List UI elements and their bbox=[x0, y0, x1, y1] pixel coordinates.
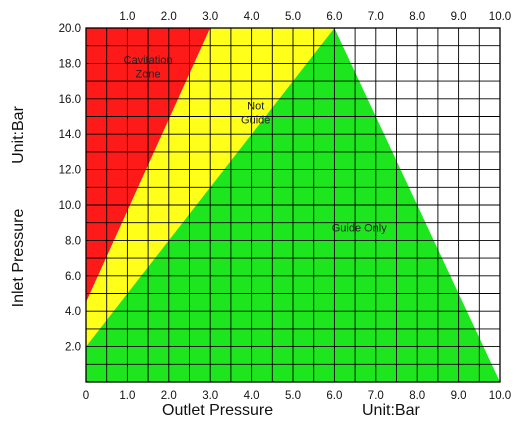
x-tick-label-top: 1.0 bbox=[119, 11, 135, 23]
x-tick-label-top: 5.0 bbox=[285, 11, 301, 23]
x-tick-label-top: 7.0 bbox=[368, 11, 384, 23]
x-tick-label-bottom: 1.0 bbox=[119, 390, 135, 402]
y-tick-label: 18.0 bbox=[59, 58, 81, 70]
zone-label: Not Guide bbox=[241, 100, 270, 126]
x-tick-label-top: 4.0 bbox=[244, 11, 260, 23]
x-tick-label-bottom: 5.0 bbox=[285, 390, 301, 402]
y-tick-label: 12.0 bbox=[59, 165, 81, 177]
x-tick-label-top: 8.0 bbox=[409, 11, 425, 23]
x-tick-label-bottom: 7.0 bbox=[368, 390, 384, 402]
y-axis-title: Inlet Pressure bbox=[10, 208, 27, 308]
x-tick-label-bottom: 9.0 bbox=[451, 390, 467, 402]
x-axis-unit: Unit:Bar bbox=[362, 402, 420, 419]
x-tick-label-top: 6.0 bbox=[326, 11, 342, 23]
x-tick-label-bottom: 8.0 bbox=[409, 390, 425, 402]
y-tick-label: 8.0 bbox=[65, 235, 81, 247]
x-tick-label-bottom: 4.0 bbox=[244, 390, 260, 402]
x-tick-label-top: 3.0 bbox=[202, 11, 218, 23]
y-tick-label: 14.0 bbox=[59, 129, 81, 141]
x-tick-label-top: 10.0 bbox=[489, 11, 511, 23]
x-tick-label-bottom: 6.0 bbox=[326, 390, 342, 402]
y-tick-label: 10.0 bbox=[59, 200, 81, 212]
zone-label: Guide Only bbox=[332, 223, 388, 235]
x-axis-title: Outlet Pressure bbox=[162, 402, 274, 419]
x-tick-label-bottom: 2.0 bbox=[161, 390, 177, 402]
tick-labels: 0 1.0 2.0 3.0 4.0 5.0 6.0 7.0 8.0 9.0 10.0 1.0 2.0 3.… bbox=[59, 11, 512, 402]
y-tick-label: 6.0 bbox=[65, 271, 81, 283]
y-tick-label: 2.0 bbox=[65, 342, 81, 354]
zone-labels: Cavitation Zone Not Guide Guide Only bbox=[124, 54, 388, 234]
y-tick-label: 16.0 bbox=[59, 94, 81, 106]
y-axis-unit: Unit:Bar bbox=[10, 106, 27, 164]
x-tick-label-top: 9.0 bbox=[451, 11, 467, 23]
x-tick-label-bottom: 0 bbox=[83, 390, 89, 402]
zone-label: Cavitation Zone bbox=[124, 54, 173, 80]
x-tick-label-bottom: 3.0 bbox=[202, 390, 218, 402]
x-tick-label-top: 2.0 bbox=[161, 11, 177, 23]
y-tick-label: 20.0 bbox=[59, 23, 81, 35]
y-tick-label: 4.0 bbox=[65, 306, 81, 318]
grid-lines bbox=[85, 27, 501, 383]
plot-border bbox=[85, 27, 501, 383]
x-tick-label-bottom: 10.0 bbox=[489, 390, 511, 402]
